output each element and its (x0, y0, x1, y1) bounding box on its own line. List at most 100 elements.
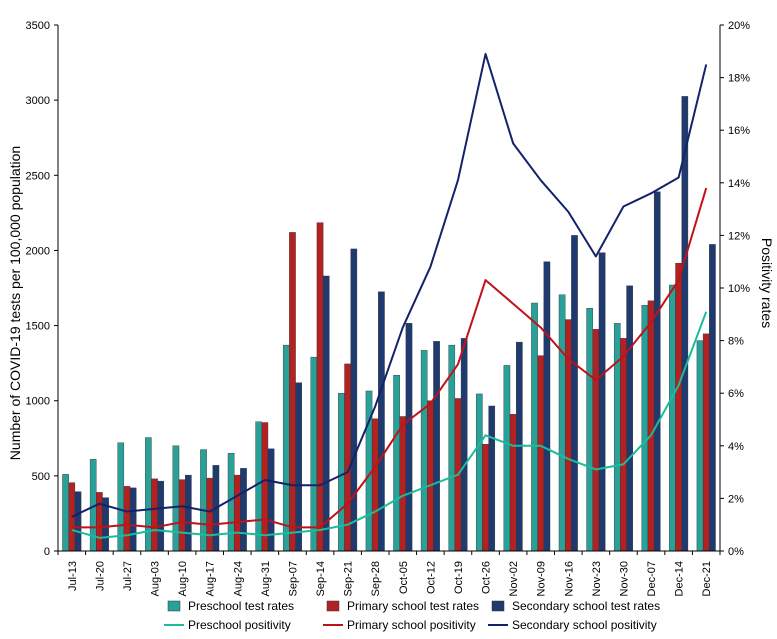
x-tick-label: Dec-14 (674, 561, 686, 596)
y-tick-label: 1000 (26, 396, 50, 408)
axes-group (54, 24, 724, 555)
primary-school-test-rates-bar-11 (371, 418, 379, 552)
x-tick-label: Oct-26 (481, 561, 493, 594)
preschool-test-rates-bar-15 (476, 393, 483, 552)
preschool-positivity-line (71, 311, 708, 539)
x-tick-label: Nov-23 (591, 561, 603, 596)
legend-item-secondary-school-test-rates: Secondary school test rates (491, 599, 660, 613)
legend-label: Primary school positivity (347, 618, 476, 632)
primary-school-test-rates-bar-18 (564, 319, 572, 552)
y2-tick-label: 0% (728, 546, 744, 558)
x-tick-label: Aug-31 (260, 561, 272, 596)
y2-tick-label: 6% (728, 388, 744, 400)
y-tick-label: 3500 (26, 20, 50, 32)
secondary-school-positivity-line (71, 52, 708, 518)
x-tick-label: Jul-20 (94, 561, 106, 591)
secondary-school-test-rates-bar-19 (598, 252, 606, 552)
legend-label: Preschool test rates (188, 599, 294, 613)
primary-school-test-rates-bar-15 (482, 444, 489, 552)
x-tick-label: Nov-02 (508, 561, 520, 596)
x-tick-labels: Jul-13 Jul-20 Jul-27 Aug-03 Aug-10 Aug-17 Aug-… (67, 561, 713, 596)
primary-school-test-rates-bar-23 (702, 333, 710, 552)
x-tick-label: Sep-28 (370, 561, 382, 596)
preschool-test-rates-bar-0 (62, 474, 69, 552)
preschool-test-rates-bar-6 (227, 453, 235, 552)
preschool-test-rates-bar-17 (531, 302, 538, 552)
secondary-school-test-rates-bar-0 (74, 491, 82, 552)
y2-tick-label: 20% (728, 20, 750, 32)
secondary-school-test-rates-bar-10 (350, 248, 358, 552)
x-tick-label: Aug-03 (150, 561, 162, 596)
secondary-school-test-rates-bar-18 (571, 235, 578, 552)
y-tick-labels: 0 500 1000 1500 2000 2500 3000 3500 (26, 20, 50, 558)
primary-school-test-rates-bar-4 (178, 479, 186, 552)
secondary-school-test-rates-bar-9 (322, 275, 330, 552)
x-tick-label: Sep-21 (343, 561, 355, 596)
secondary-school-test-rates-bar-2 (129, 487, 137, 552)
secondary-school-test-rates-bar-11 (378, 291, 385, 552)
bars-group (62, 96, 716, 552)
secondary-school-test-rates-bar-3 (157, 480, 165, 552)
primary-school-test-rates-bar-21 (647, 300, 655, 552)
primary-school-test-rates-bar-9 (316, 222, 324, 552)
secondary-school-test-rates-bar-15 (488, 405, 496, 552)
primary-school-test-rates-bar-19 (592, 329, 600, 552)
y2-tick-label: 18% (728, 73, 750, 85)
preschool-test-rates-bar-22 (669, 284, 676, 552)
y-tick-label: 3000 (26, 95, 50, 107)
y-tick-label: 500 (32, 471, 50, 483)
secondary-school-test-rates-bar-4 (185, 474, 192, 552)
x-tick-label: Jul-27 (122, 561, 134, 591)
primary-school-test-rates-bar-5 (206, 477, 214, 552)
primary-school-test-rates-bar-16 (509, 414, 517, 552)
primary-school-test-rates-bar-7 (261, 422, 269, 552)
primary-school-test-rates-bar-2 (123, 486, 131, 552)
legend-label: Preschool positivity (188, 618, 291, 632)
y2-tick-labels: 0% 2% 4% 6% 8% 10% 12% 14% 16% 18% 20% (728, 20, 750, 558)
x-tick-label: Nov-16 (563, 561, 575, 596)
x-tick-label: Dec-21 (701, 561, 713, 596)
legend-swatch (167, 600, 181, 612)
secondary-school-test-rates-bar-17 (543, 261, 551, 552)
preschool-test-rates-bar-16 (503, 365, 511, 552)
secondary-school-test-rates-bar-21 (653, 191, 661, 552)
preschool-test-rates-bar-8 (282, 344, 290, 552)
preschool-test-rates-bar-10 (338, 393, 345, 552)
legend-item-primary-school-positivity: Primary school positivity (323, 618, 476, 632)
lines-group (71, 52, 708, 539)
primary-school-test-rates-bar-6 (233, 474, 241, 552)
y2-tick-label: 12% (728, 230, 750, 242)
legend-item-secondary-school-positivity: Secondary school positivity (488, 618, 657, 632)
legend-label: Secondary school positivity (512, 618, 657, 632)
x-tick-label: Sep-14 (315, 561, 327, 596)
y-axis-label: Number of COVID-19 tests per 100,000 pop… (7, 146, 23, 460)
y-tick-label: 2000 (26, 245, 50, 257)
primary-school-test-rates-bar-20 (620, 338, 627, 552)
x-tick-label: Oct-12 (425, 561, 437, 594)
preschool-test-rates-bar-9 (310, 356, 318, 552)
legend-item-preschool-test-rates: Preschool test rates (167, 599, 294, 613)
primary-school-test-rates-bar-17 (537, 355, 545, 552)
y-tick-label: 0 (44, 546, 50, 558)
x-tick-label: Aug-17 (205, 561, 217, 596)
y2-tick-label: 2% (728, 493, 744, 505)
legend-label: Primary school test rates (347, 599, 479, 613)
x-tick-label: Nov-30 (618, 561, 630, 596)
x-tick-label: Jul-13 (67, 561, 79, 591)
primary-school-test-rates-bar-8 (289, 232, 296, 552)
preschool-test-rates-bar-13 (420, 350, 428, 552)
legend: Preschool test rates Primary school test … (164, 599, 660, 632)
x-tick-label: Nov-09 (536, 561, 548, 596)
y2-tick-label: 10% (728, 283, 750, 295)
secondary-school-test-rates-bar-6 (240, 468, 247, 552)
legend-label: Secondary school test rates (512, 599, 660, 613)
preschool-test-rates-bar-20 (613, 323, 621, 552)
x-tick-label: Aug-10 (177, 561, 189, 596)
legend-item-primary-school-test-rates: Primary school test rates (326, 599, 479, 613)
primary-school-positivity-line (71, 187, 708, 529)
secondary-school-test-rates-bar-12 (405, 323, 413, 552)
preschool-test-rates-bar-18 (558, 294, 566, 552)
legend-swatch (491, 600, 505, 612)
preschool-test-rates-bar-12 (393, 374, 400, 552)
